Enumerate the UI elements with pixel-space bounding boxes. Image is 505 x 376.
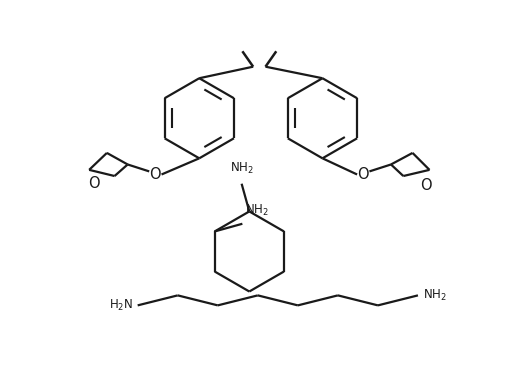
Text: NH$_2$: NH$_2$ (245, 203, 269, 218)
Text: O: O (419, 178, 431, 193)
Text: O: O (357, 167, 368, 182)
Text: NH$_2$: NH$_2$ (229, 161, 253, 176)
Text: H$_2$N: H$_2$N (109, 298, 133, 313)
Text: O: O (149, 167, 161, 182)
Text: NH$_2$: NH$_2$ (422, 288, 445, 303)
Text: O: O (88, 176, 99, 191)
